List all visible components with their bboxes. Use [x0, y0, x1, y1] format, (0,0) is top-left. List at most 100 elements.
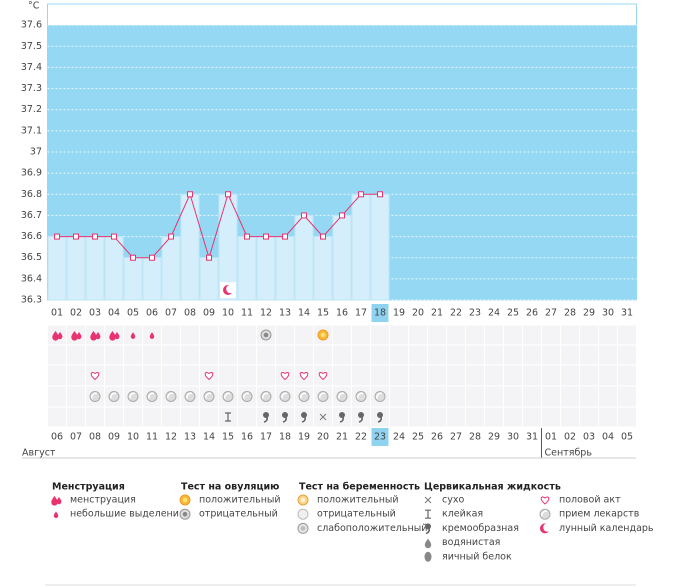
icon-part [300, 497, 306, 503]
symbol-cell [104, 344, 124, 366]
symbol-cell [180, 344, 200, 366]
date-label: 29 [488, 432, 500, 443]
y-tick-label: 37.2 [21, 104, 42, 115]
y-tick-label: 37.5 [21, 41, 42, 52]
symbol-cell [465, 385, 485, 408]
icon-part [114, 332, 120, 340]
icon-0-0 [90, 331, 101, 341]
icon-part [56, 497, 62, 505]
icon-part [51, 496, 58, 506]
cycle-day-label: 16 [336, 308, 348, 319]
icon-part [281, 392, 288, 399]
icon-part [109, 331, 116, 341]
symbol-cell [389, 344, 409, 366]
today-highlight [371, 304, 389, 322]
legend-label: положительный [317, 495, 399, 506]
temperature-bar [256, 236, 276, 301]
icon-part [263, 412, 269, 418]
symbol-cell [617, 406, 637, 428]
cycle-day-label: 04 [108, 308, 120, 319]
cycle-day-label: 09 [203, 308, 215, 319]
icon-3-1 [425, 509, 431, 519]
symbol-cell [408, 364, 428, 387]
icon-2-1 [297, 508, 309, 520]
y-tick-label: 37 [30, 147, 42, 158]
symbol-cell [332, 344, 352, 366]
icon-part [186, 392, 193, 399]
symbol-cell [484, 364, 504, 387]
temperature-bar [313, 236, 333, 301]
icon-4-0 [299, 371, 309, 381]
icon-1-0 [317, 329, 329, 341]
icon-part [57, 332, 63, 340]
symbol-cell [218, 364, 238, 387]
icon-3-2 [282, 412, 288, 423]
legend-title: Тест на беременность [299, 482, 420, 493]
icon-part [262, 392, 269, 399]
symbol-cell [484, 406, 504, 428]
icon-part [543, 523, 552, 532]
symbol-cell [465, 406, 485, 428]
icon-part [319, 392, 326, 399]
symbol-cell [161, 364, 181, 387]
cycle-day-label: 26 [526, 308, 538, 319]
symbol-cell [427, 385, 447, 408]
icon-0-1 [130, 332, 136, 339]
temperature-point [320, 233, 326, 240]
legend-title: Менструация [52, 482, 125, 493]
temperature-point [168, 233, 174, 240]
icon-4-1 [260, 391, 272, 402]
date-label: 12 [165, 432, 177, 443]
y-tick-label: 36.3 [21, 295, 42, 306]
icon-part [282, 412, 288, 418]
icon-3-1 [225, 412, 231, 422]
icon-part [91, 392, 98, 399]
cycle-day-label: 28 [564, 308, 576, 319]
icon-1-1 [179, 508, 191, 520]
icon-4-1 [298, 391, 310, 402]
icon-part [301, 412, 307, 418]
symbol-cell [237, 364, 257, 387]
temperature-bar [199, 257, 219, 301]
icon-part [263, 332, 269, 338]
temperature-point [301, 212, 307, 219]
symbol-cell [408, 385, 428, 408]
symbol-cell [446, 406, 466, 428]
icon-part [95, 332, 101, 340]
y-tick-label: 37.4 [21, 62, 42, 73]
symbol-cell [579, 324, 599, 346]
icon-part [424, 551, 432, 562]
cycle-day-label: 13 [279, 308, 291, 319]
cycle-day-label: 17 [355, 308, 367, 319]
icon-part [182, 497, 188, 503]
symbol-cell [237, 344, 257, 366]
legend-label: половой акт [559, 495, 621, 506]
icon-4-1 [336, 391, 348, 402]
cycle-day-label: 05 [127, 308, 139, 319]
symbol-cell [617, 344, 637, 366]
symbol-cell [275, 344, 295, 366]
symbol-cell [579, 385, 599, 408]
symbol-cell [161, 406, 181, 428]
temperature-bar [275, 236, 295, 301]
symbol-cell [218, 344, 238, 366]
cycle-day-label: 20 [412, 308, 424, 319]
icon-4-2 [223, 284, 235, 295]
y-tick-label: 36.4 [21, 273, 42, 284]
month-label: Сентябрь [545, 448, 593, 459]
symbol-cell [598, 344, 618, 366]
date-label: 31 [526, 432, 538, 443]
symbol-cell [199, 324, 219, 346]
symbol-cell [237, 324, 257, 346]
symbol-cell [465, 324, 485, 346]
date-label: 17 [260, 432, 272, 443]
symbol-cell [161, 324, 181, 346]
icon-part [541, 510, 548, 517]
icon-4-1 [165, 391, 177, 402]
y-tick-label: 36.7 [21, 210, 42, 221]
symbol-cell [446, 324, 466, 346]
legend-label: небольшие выделения [70, 509, 185, 520]
symbol-cell [142, 364, 162, 387]
date-label: 05 [621, 432, 633, 443]
